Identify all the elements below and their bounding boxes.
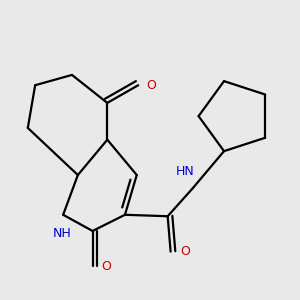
Text: NH: NH (52, 227, 71, 240)
Text: O: O (146, 79, 156, 92)
Text: HN: HN (176, 165, 195, 178)
Text: O: O (180, 245, 190, 258)
Text: O: O (101, 260, 111, 273)
